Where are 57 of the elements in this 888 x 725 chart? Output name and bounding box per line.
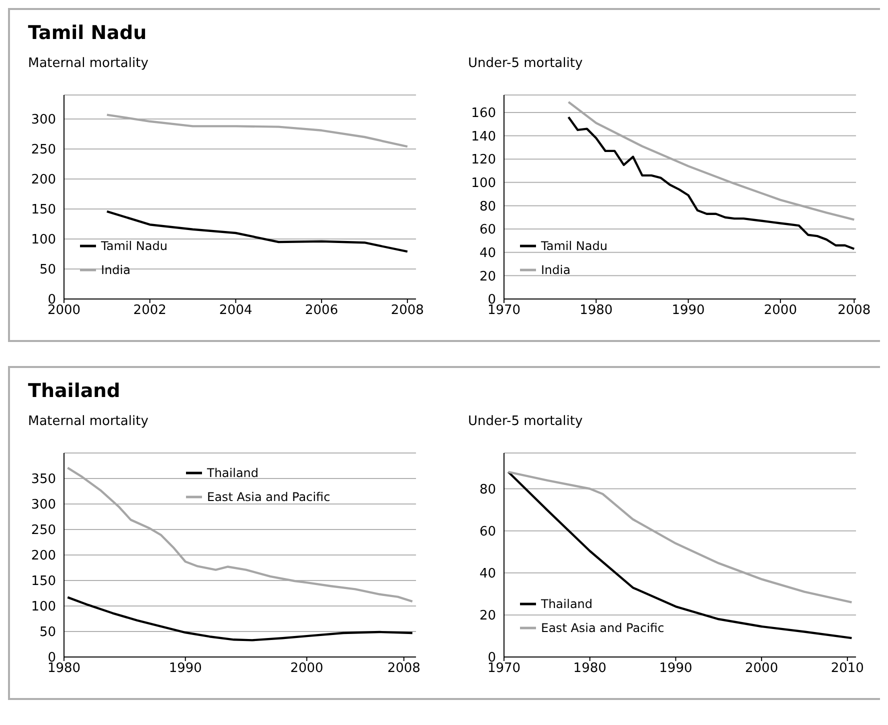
y-tick-label: 140 — [471, 129, 496, 144]
y-tick-label: 100 — [31, 600, 56, 615]
x-tick-label: 2000 — [290, 661, 324, 676]
x-tick-label: 2008 — [387, 661, 420, 676]
legend-label: Tamil Nadu — [541, 239, 608, 253]
x-tick-label: 2000 — [764, 303, 797, 318]
y-tick-label: 80 — [479, 199, 496, 214]
legend-label: Thailand — [207, 466, 259, 480]
legend-label: India — [101, 263, 130, 277]
x-tick-label: 2010 — [830, 661, 864, 676]
chart-title: Tamil Nadu — [28, 22, 148, 44]
y-tick-label: 20 — [479, 269, 496, 284]
x-tick-label: 2008 — [838, 303, 871, 318]
chart-subtitle: Under-5 mortality — [468, 414, 584, 429]
y-tick-label: 40 — [479, 566, 496, 582]
y-tick-label: 150 — [31, 202, 56, 218]
y-tick-label: 300 — [31, 112, 56, 128]
chart-subtitle: Under-5 mortality — [468, 56, 584, 71]
legend-label: East Asia and Pacific — [541, 621, 664, 635]
y-tick-label: 350 — [31, 472, 56, 488]
y-tick-label: 60 — [479, 524, 496, 540]
y-tick-label: 300 — [31, 498, 56, 513]
legend-label: Tamil Nadu — [101, 239, 168, 253]
legend-label: India — [541, 263, 570, 277]
chart-subtitle: Maternal mortality — [28, 414, 150, 429]
y-tick-label: 100 — [471, 176, 496, 192]
y-tick-label: 160 — [471, 106, 496, 122]
x-tick-label: 2000 — [745, 661, 778, 676]
y-tick-label: 60 — [479, 222, 496, 238]
y-tick-label: 80 — [479, 482, 496, 498]
y-tick-label: 40 — [479, 246, 496, 261]
x-tick-label: 2002 — [133, 303, 166, 318]
legend-label: East Asia and Pacific — [207, 490, 330, 504]
x-tick-label: 2006 — [305, 303, 338, 318]
x-tick-label: 1980 — [580, 303, 613, 318]
x-tick-label: 2008 — [390, 303, 424, 318]
chart-title: Thailand — [28, 380, 122, 402]
chart-subtitle: Maternal mortality — [28, 56, 150, 71]
y-tick-label: 200 — [31, 548, 56, 564]
y-tick-label: 250 — [31, 142, 56, 158]
x-tick-label: 1980 — [573, 661, 606, 676]
line-series — [66, 466, 414, 603]
x-tick-label: 2004 — [219, 303, 252, 318]
y-tick-label: 20 — [479, 608, 496, 624]
y-tick-label: 50 — [39, 262, 56, 278]
y-tick-label: 150 — [31, 574, 56, 590]
x-tick-label: 1990 — [168, 661, 202, 676]
legend-label: Thailand — [541, 597, 593, 611]
y-tick-label: 100 — [31, 232, 56, 248]
y-tick-label: 120 — [471, 152, 496, 168]
x-tick-label: 1990 — [672, 303, 705, 318]
line-series — [66, 596, 414, 642]
line-series — [507, 470, 853, 640]
y-tick-label: 250 — [31, 523, 56, 538]
x-tick-label: 1990 — [659, 661, 692, 676]
y-tick-label: 200 — [31, 172, 56, 188]
y-tick-label: 50 — [39, 625, 56, 640]
